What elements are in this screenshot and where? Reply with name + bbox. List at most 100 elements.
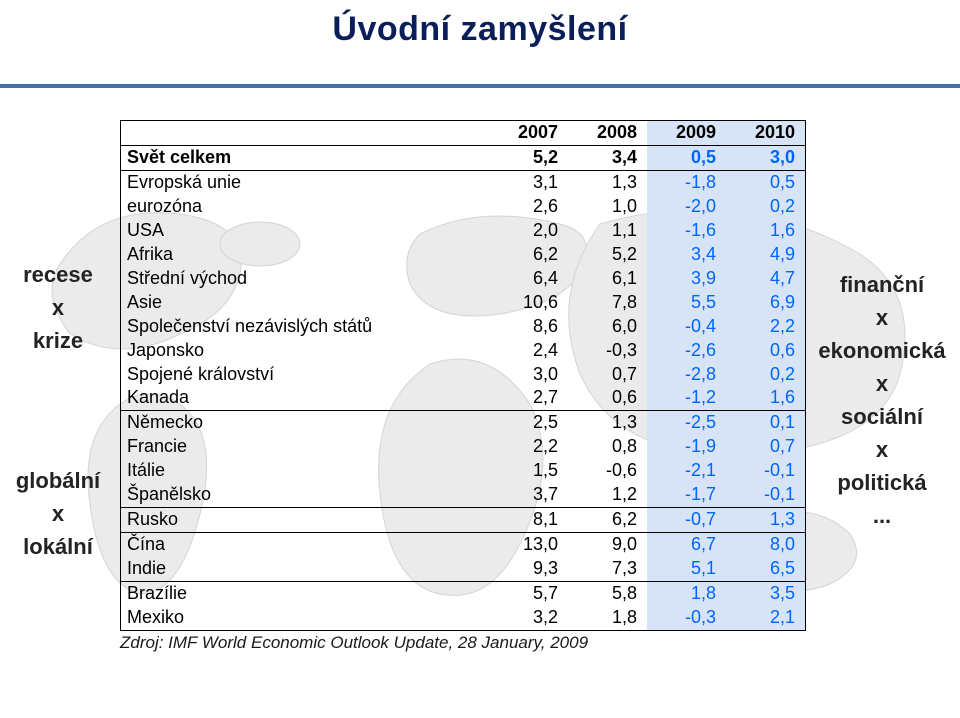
cell-value: 1,0 (568, 195, 647, 219)
header-band: Úvodní zamyšlení (0, 0, 960, 88)
cell-value: 3,4 (568, 145, 647, 170)
table-row: USA2,01,1-1,61,6 (121, 219, 805, 243)
cell-value: -2,8 (647, 363, 726, 387)
row-name: Španělsko (121, 483, 489, 507)
table-row: Španělsko3,71,2-1,7-0,1 (121, 483, 805, 507)
cell-value: 4,9 (726, 243, 805, 267)
cell-value: 3,0 (726, 145, 805, 170)
table-row: Čína13,09,06,78,0 (121, 533, 805, 557)
row-name: Itálie (121, 459, 489, 483)
cell-value: 2,6 (489, 195, 568, 219)
cell-value: -0,7 (647, 508, 726, 533)
row-name: Střední východ (121, 267, 489, 291)
col-header-2007: 2007 (489, 121, 568, 145)
row-name: Asie (121, 291, 489, 315)
cell-value: 0,7 (726, 435, 805, 459)
table-row: Brazílie5,75,81,83,5 (121, 582, 805, 606)
cell-value: -1,2 (647, 386, 726, 410)
cell-value: 5,1 (647, 557, 726, 581)
cell-value: -0,1 (726, 459, 805, 483)
row-name: USA (121, 219, 489, 243)
row-name: Indie (121, 557, 489, 581)
cell-value: 1,5 (489, 459, 568, 483)
table-row: Společenství nezávislých států8,66,0-0,4… (121, 315, 805, 339)
cell-value: 1,6 (726, 219, 805, 243)
cell-value: 0,1 (726, 411, 805, 435)
cell-value: 1,6 (726, 386, 805, 410)
cell-value: 3,9 (647, 267, 726, 291)
cell-value: 2,2 (489, 435, 568, 459)
cell-value: 0,2 (726, 363, 805, 387)
cell-value: 2,1 (726, 606, 805, 630)
col-header-2010: 2010 (726, 121, 805, 145)
cell-value: 4,7 (726, 267, 805, 291)
cell-value: 5,5 (647, 291, 726, 315)
cell-value: -1,9 (647, 435, 726, 459)
cell-value: 3,1 (489, 170, 568, 194)
cell-value: -0,3 (647, 606, 726, 630)
col-header-2009: 2009 (647, 121, 726, 145)
cell-value: 9,3 (489, 557, 568, 581)
cell-value: 3,5 (726, 582, 805, 606)
table-row: Kanada2,70,6-1,21,6 (121, 386, 805, 410)
row-name: eurozóna (121, 195, 489, 219)
row-name: Rusko (121, 508, 489, 533)
cell-value: 8,1 (489, 508, 568, 533)
cell-value: 3,0 (489, 363, 568, 387)
left-annotation-recese: recesexkrize (8, 258, 108, 357)
table-row: Asie10,67,85,56,9 (121, 291, 805, 315)
row-name: Kanada (121, 386, 489, 410)
cell-value: 5,8 (568, 582, 647, 606)
col-header-name (121, 121, 489, 145)
table-row: Evropská unie3,11,3-1,80,5 (121, 170, 805, 194)
cell-value: -0,6 (568, 459, 647, 483)
table-row: Francie2,20,8-1,90,7 (121, 435, 805, 459)
source-citation: Zdroj: IMF World Economic Outlook Update… (120, 633, 588, 653)
cell-value: 6,1 (568, 267, 647, 291)
table-row: Střední východ6,46,13,94,7 (121, 267, 805, 291)
cell-value: -2,1 (647, 459, 726, 483)
row-name: Afrika (121, 243, 489, 267)
row-name: Francie (121, 435, 489, 459)
col-header-2008: 2008 (568, 121, 647, 145)
cell-value: 10,6 (489, 291, 568, 315)
cell-value: 6,4 (489, 267, 568, 291)
row-name: Čína (121, 533, 489, 557)
cell-value: 0,5 (647, 145, 726, 170)
left-annotation-global: globálníxlokální (8, 464, 108, 563)
table-row: Spojené království3,00,7-2,80,2 (121, 363, 805, 387)
cell-value: 2,2 (726, 315, 805, 339)
cell-value: 0,5 (726, 170, 805, 194)
cell-value: 1,3 (568, 170, 647, 194)
cell-value: -2,0 (647, 195, 726, 219)
table-row: eurozóna2,61,0-2,00,2 (121, 195, 805, 219)
cell-value: 1,1 (568, 219, 647, 243)
row-name: Společenství nezávislých států (121, 315, 489, 339)
cell-value: 0,7 (568, 363, 647, 387)
gdp-table: 2007200820092010Svět celkem5,23,40,53,0E… (121, 121, 805, 630)
cell-value: 0,8 (568, 435, 647, 459)
table-row: Německo2,51,3-2,50,1 (121, 411, 805, 435)
cell-value: -2,5 (647, 411, 726, 435)
cell-value: -0,4 (647, 315, 726, 339)
cell-value: -0,3 (568, 339, 647, 363)
table-row: Itálie1,5-0,6-2,1-0,1 (121, 459, 805, 483)
cell-value: 9,0 (568, 533, 647, 557)
table-row: Indie9,37,35,16,5 (121, 557, 805, 581)
cell-value: 7,8 (568, 291, 647, 315)
cell-value: 5,2 (489, 145, 568, 170)
cell-value: 0,6 (568, 386, 647, 410)
table-row: Rusko8,16,2-0,71,3 (121, 508, 805, 533)
cell-value: 1,8 (647, 582, 726, 606)
cell-value: 0,2 (726, 195, 805, 219)
row-name: Německo (121, 411, 489, 435)
cell-value: 5,2 (568, 243, 647, 267)
cell-value: 6,0 (568, 315, 647, 339)
cell-value: 7,3 (568, 557, 647, 581)
right-annotation: finančníxekonomickáxsociálníxpolitická..… (812, 268, 952, 532)
cell-value: 2,7 (489, 386, 568, 410)
page-title: Úvodní zamyšlení (0, 10, 960, 49)
row-name: Svět celkem (121, 145, 489, 170)
cell-value: 6,9 (726, 291, 805, 315)
cell-value: -0,1 (726, 483, 805, 507)
